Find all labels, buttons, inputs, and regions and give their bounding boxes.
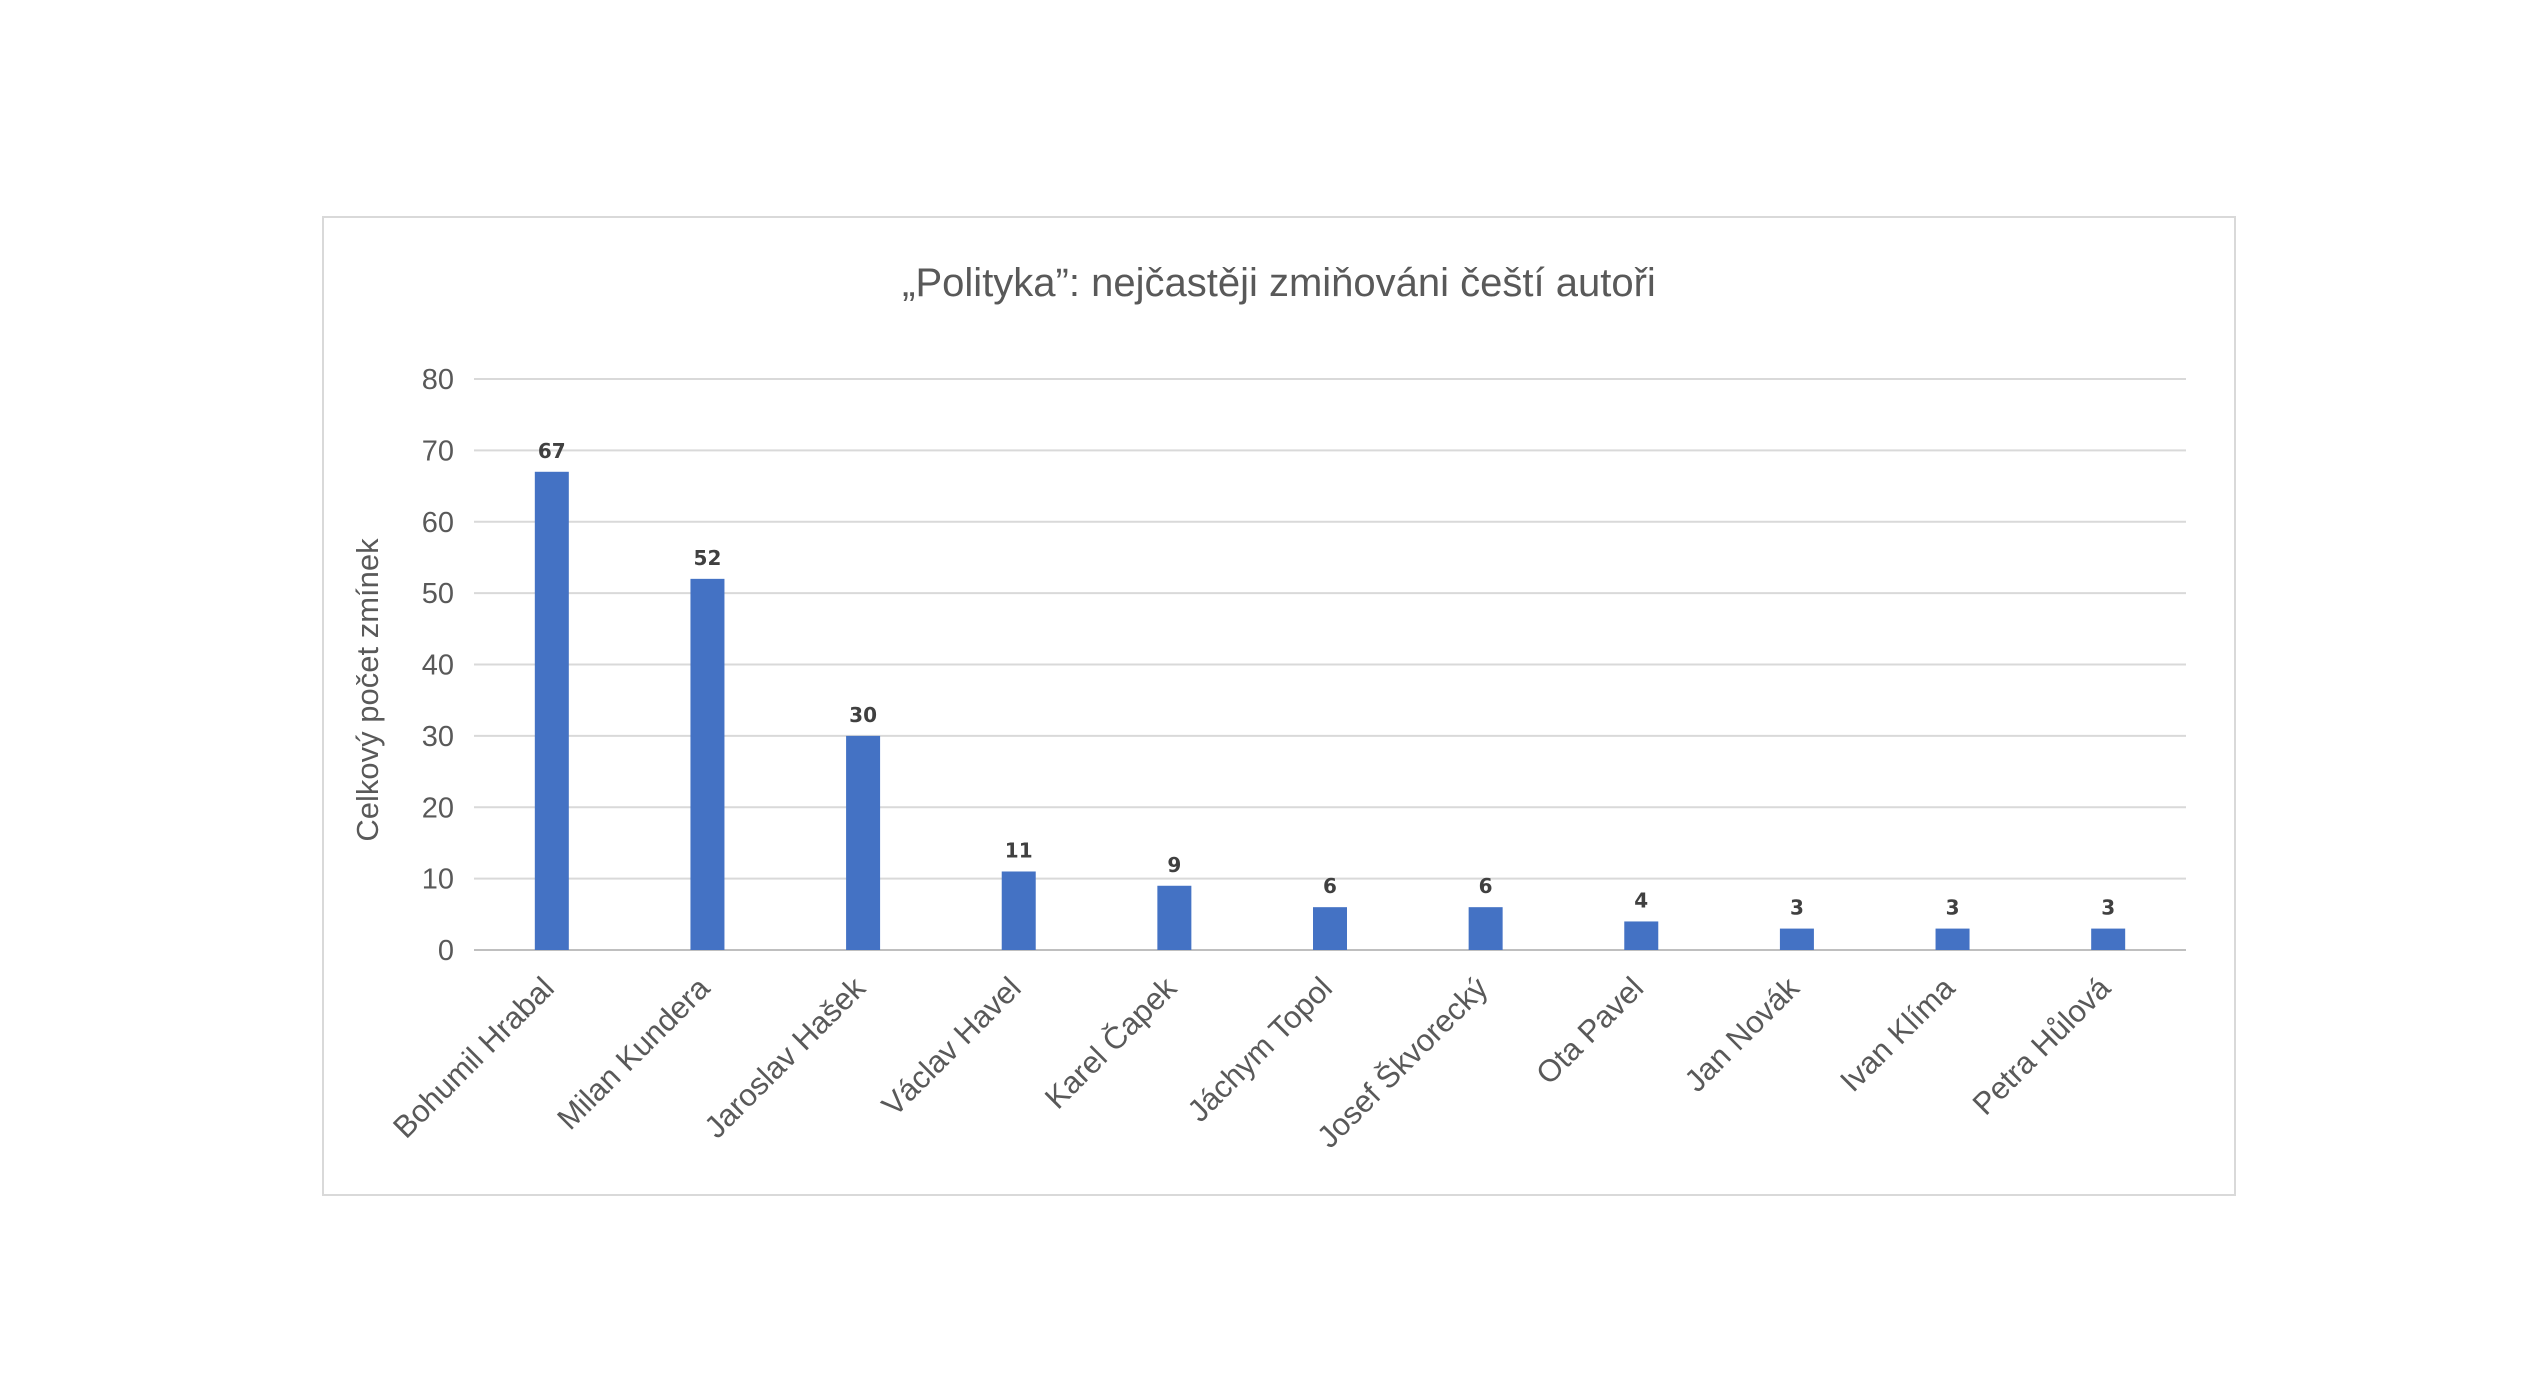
y-tick-label: 70	[422, 435, 454, 467]
bar	[690, 578, 725, 950]
data-label: 4	[1634, 888, 1648, 912]
y-tick-label: 10	[422, 864, 454, 896]
chart-frame: „Polityka”: nejčastěji zmiňováni čeští a…	[322, 216, 2236, 1196]
x-category-label: Josef Škvorecký	[1310, 970, 1495, 1155]
x-category-label: Petra Hůlová	[1966, 970, 2118, 1122]
bar	[1624, 921, 1659, 950]
bar	[2091, 928, 2126, 950]
data-labels: 67 52 30 11 9 6 6 4 3 3 3	[538, 439, 2115, 920]
x-category-label: Bohumil Hrabal	[386, 970, 561, 1145]
x-category-label: Václav Havel	[875, 970, 1028, 1123]
x-category-label: Ivan Klíma	[1833, 970, 1962, 1099]
data-label: 52	[694, 546, 722, 570]
bar	[534, 471, 569, 950]
bar	[1313, 907, 1347, 950]
data-label: 3	[1946, 896, 1960, 920]
bars	[534, 471, 2126, 950]
x-category-label: Jaroslav Hašek	[697, 970, 872, 1145]
gridlines	[474, 378, 2186, 951]
y-tick-label: 30	[422, 721, 454, 753]
x-category-label: Ota Pavel	[1529, 970, 1650, 1091]
y-tick-label: 40	[422, 650, 454, 682]
chart-title: „Polityka”: nejčastěji zmiňováni čeští a…	[902, 261, 1656, 305]
y-tick-label: 20	[422, 792, 454, 824]
y-axis-ticks: 0 10 20 30 40 50 60 70 80	[422, 364, 454, 967]
data-label: 6	[1323, 874, 1337, 898]
bar	[1935, 928, 1970, 950]
y-tick-label: 0	[438, 935, 454, 967]
bar	[1779, 928, 1814, 950]
x-category-label: Milan Kundera	[550, 970, 717, 1137]
x-category-label: Karel Čapek	[1038, 970, 1184, 1116]
bar	[1157, 885, 1192, 950]
data-label: 3	[2101, 896, 2115, 920]
data-label: 9	[1167, 853, 1181, 877]
data-label: 6	[1479, 874, 1493, 898]
x-category-label: Jan Novák	[1678, 970, 1807, 1099]
bar-chart: „Polityka”: nejčastěji zmiňováni čeští a…	[350, 261, 2186, 1155]
bar	[1001, 871, 1036, 950]
y-tick-label: 80	[422, 364, 454, 396]
x-category-label: Jáchym Topol	[1181, 970, 1339, 1128]
y-axis-label: Celkový počet zmínek	[350, 538, 385, 842]
y-tick-label: 60	[422, 507, 454, 539]
data-label: 67	[538, 439, 566, 463]
data-label: 30	[849, 703, 877, 727]
bar	[846, 735, 881, 950]
data-label: 3	[1790, 896, 1804, 920]
y-tick-label: 50	[422, 578, 454, 610]
data-label: 11	[1005, 838, 1033, 862]
bar	[1468, 907, 1503, 950]
